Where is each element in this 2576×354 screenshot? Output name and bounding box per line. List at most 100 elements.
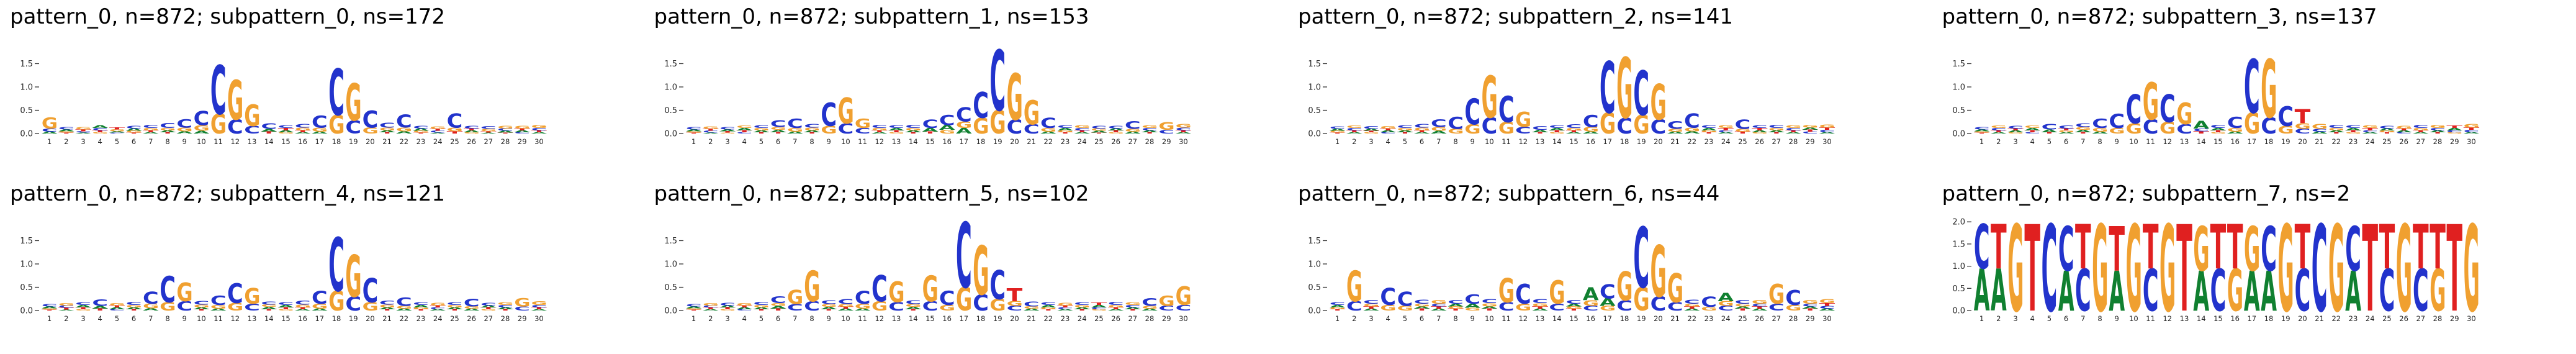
logo-letter-T: T [1819, 127, 1836, 130]
logo-letter-T: T [295, 130, 312, 133]
logo-letter-A: A [1667, 131, 1684, 134]
logo-letter-T: T [2058, 128, 2074, 131]
y-axis-tick-label: 1.0 [1952, 83, 1965, 93]
logo-letter-C: C [2294, 257, 2310, 325]
logo-letter-C: C [126, 301, 142, 306]
logo-letter-A: A [176, 130, 193, 134]
logo-letter-G: G [1991, 125, 2007, 129]
logo-letter-A: A [703, 132, 719, 134]
x-axis-tick-label: 15 [2213, 137, 2223, 146]
x-axis-tick-label: 3 [1369, 314, 1373, 323]
logo-letter-C: C [922, 117, 938, 131]
logo-letter-G: G [1735, 303, 1751, 307]
logo-letter-G: G [1431, 299, 1447, 305]
logo-letter-C: C [2413, 124, 2429, 129]
logo-letter-G: G [703, 302, 719, 306]
logo-letter-A: A [888, 127, 905, 131]
x-axis-tick-label: 3 [2013, 314, 2017, 323]
logo-letter-T: T [2294, 212, 2310, 283]
x-axis-tick-label: 23 [1705, 314, 1714, 323]
logo-letter-G: G [58, 131, 74, 134]
x-axis-tick-label: 18 [976, 137, 985, 146]
logo-letter-T: T [770, 132, 786, 134]
y-axis-tick-label: 1.0 [664, 260, 677, 270]
logo-letter-A: A [194, 130, 210, 134]
logo-letter-G: G [1752, 299, 1768, 305]
x-axis-tick-label: 3 [725, 314, 729, 323]
logo-letter-T: T [888, 130, 905, 133]
logo-letter-C: C [804, 299, 820, 314]
logo-letter-C: C [1819, 129, 1835, 133]
logo-letter-T: T [2210, 130, 2227, 133]
sequence-logo-plot: 0.00.51.01.51 2 3 4 5 6 7 8 9 10 11 12 13 14 15 16 17 18 1… [1308, 211, 1835, 323]
logo-letter-A: A [1057, 127, 1074, 131]
x-axis-tick-label: 27 [2416, 137, 2425, 146]
logo-letter-C: C [345, 117, 361, 138]
logo-letter-T: T [1718, 127, 1734, 131]
logo-letter-C: C [278, 124, 294, 129]
logo-letter-C: C [1583, 305, 1599, 312]
logo-letter-C: C [379, 122, 395, 129]
logo-letter-A: A [379, 130, 396, 133]
logo-letter-C: C [1532, 125, 1548, 131]
x-axis-tick-label: 29 [2449, 137, 2459, 146]
logo-letter-C: C [1785, 286, 1801, 311]
logo-letter-T: T [126, 309, 143, 311]
logo-letter-A: A [497, 130, 514, 134]
logo-letter-G: G [1175, 281, 1191, 311]
logo-letter-G: G [464, 306, 480, 310]
x-axis-tick-label: 9 [826, 137, 831, 146]
logo-letter-A: A [1397, 130, 1414, 133]
x-axis-tick-label: 27 [2416, 314, 2425, 323]
x-axis-tick-label: 8 [2097, 137, 2102, 146]
logo-letter-C: C [905, 299, 921, 306]
logo-letter-C: C [1448, 114, 1464, 134]
logo-letter-G: G [804, 127, 820, 131]
logo-letter-G: G [447, 127, 463, 133]
logo-panel-0: pattern_0, n=872; subpattern_0, ns=172 0… [0, 0, 644, 177]
x-axis-tick-label: 28 [501, 314, 510, 323]
logo-letter-T: T [1175, 130, 1192, 133]
logo-letter-G: G [2227, 127, 2243, 133]
logo-letter-T: T [2430, 132, 2446, 134]
logo-letter-G: G [2261, 44, 2277, 137]
logo-letter-C: C [244, 302, 260, 313]
logo-letter-T: T [1802, 308, 1819, 311]
logo-letter-A: A [1464, 302, 1480, 309]
logo-letter-G: G [75, 309, 91, 311]
logo-letter-C: C [1448, 299, 1464, 305]
logo-letter-T: T [2193, 130, 2210, 134]
x-axis-tick-label: 10 [1485, 314, 1494, 323]
logo-letter-C: C [1057, 307, 1073, 310]
logo-letter-C: C [1074, 301, 1090, 306]
y-axis-tick-label: 1.5 [1308, 237, 1321, 246]
x-axis-tick-label: 16 [1586, 137, 1595, 146]
logo-letter-C: C [2109, 110, 2125, 132]
logo-letter-C: C [42, 128, 58, 133]
logo-letter-G: G [2328, 127, 2344, 131]
logo-letter-T: T [1414, 308, 1431, 311]
logo-letter-C: C [2227, 114, 2243, 132]
x-axis-tick-label: 5 [2047, 137, 2051, 146]
logo-letter-G: G [514, 296, 530, 309]
x-axis-tick-label: 9 [182, 137, 187, 146]
logo-letter-C: C [1566, 299, 1582, 305]
logo-panel-3: pattern_0, n=872; subpattern_3, ns=137 0… [1932, 0, 2576, 177]
logo-letter-A: A [905, 306, 922, 310]
logo-letter-C: C [1091, 307, 1107, 310]
logo-letter-T: T [871, 130, 888, 133]
logo-letter-C: C [1991, 127, 2007, 131]
x-axis-tick-label: 10 [1485, 137, 1494, 146]
logo-letter-G: G [1802, 299, 1818, 305]
logo-letter-C: C [2058, 216, 2074, 286]
logo-letter-A: A [126, 128, 143, 132]
logo-letter-A: A [2109, 260, 2125, 324]
logo-letter-G: G [1616, 263, 1633, 310]
x-axis-tick-label: 8 [809, 314, 814, 323]
logo-letter-G: G [2277, 124, 2294, 136]
x-axis-tick-label: 20 [1654, 137, 1663, 146]
logo-letter-C: C [956, 104, 972, 126]
logo-letter-T: T [2446, 125, 2463, 129]
logo-letter-A: A [143, 307, 160, 311]
logo-letter-G: G [244, 283, 260, 309]
